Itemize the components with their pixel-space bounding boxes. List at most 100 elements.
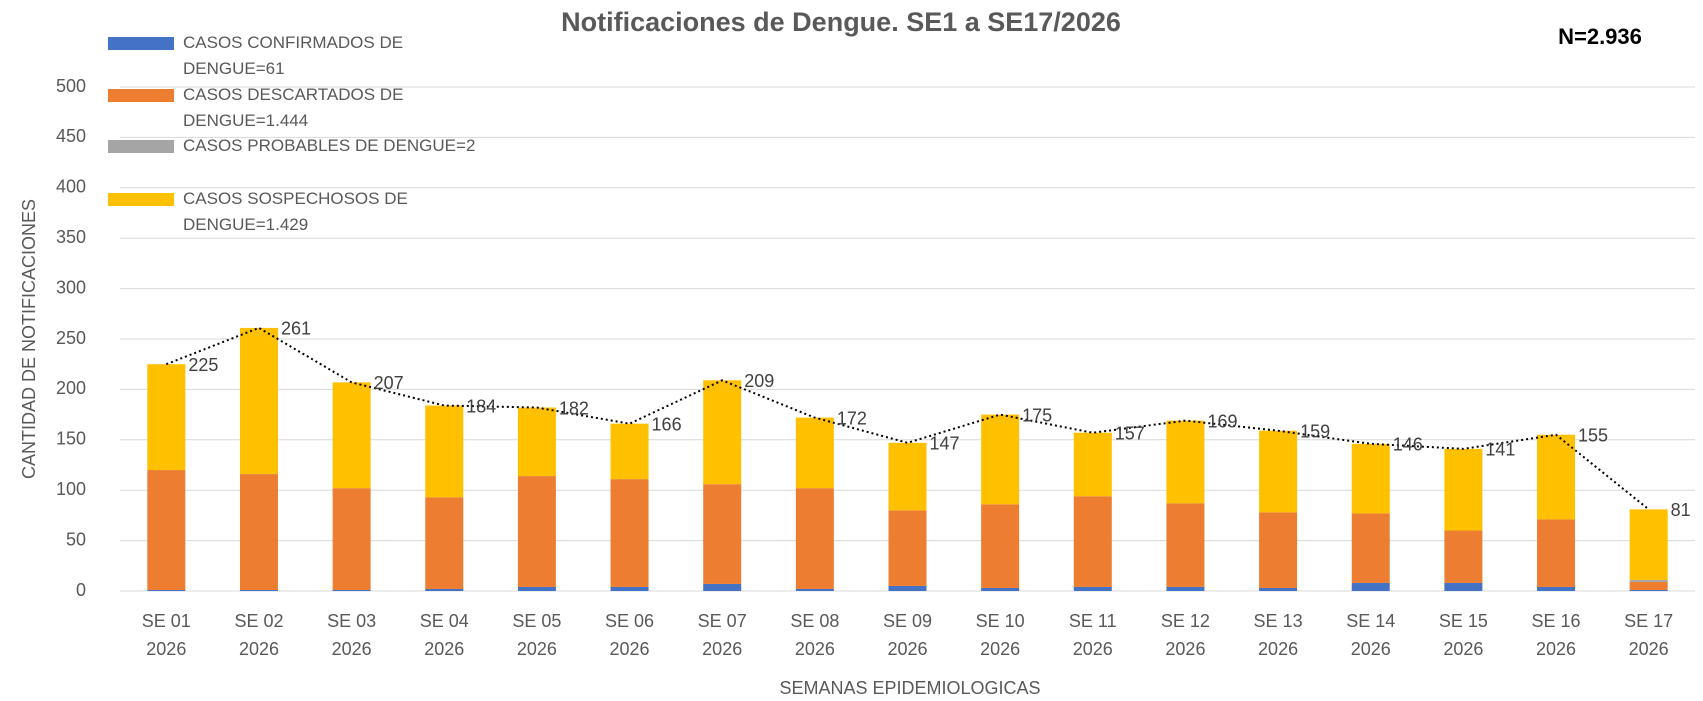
bar-segment: [981, 504, 1020, 588]
data-label: 146: [1393, 435, 1423, 455]
bar-segment: [1629, 581, 1668, 590]
bar-segment: [1259, 587, 1298, 591]
data-label: 172: [837, 408, 867, 428]
bar-segment: [795, 417, 834, 489]
bar-segment: [1444, 582, 1483, 591]
x-tick-label: SE 08 2026: [790, 611, 840, 659]
x-axis-title: SEMANAS EPIDEMIOLOGICAS: [779, 678, 1040, 698]
bar-segment: [1166, 586, 1205, 591]
bar-segment: [1629, 579, 1668, 582]
bar-segment: [332, 488, 371, 590]
x-tick-label: SE 16 2026: [1531, 611, 1581, 659]
data-label: 155: [1578, 426, 1608, 446]
bar-segment: [795, 488, 834, 589]
bar-segment: [517, 407, 556, 477]
bar-segment: [888, 510, 927, 586]
y-tick-label: 150: [56, 429, 86, 449]
bar-segment: [1259, 430, 1298, 513]
y-tick-label: 200: [56, 378, 86, 398]
bar-segment: [517, 586, 556, 591]
bar-segment: [1351, 513, 1390, 583]
x-tick-label: SE 03 2026: [327, 611, 377, 659]
bar-segment: [1073, 586, 1112, 591]
x-tick-label: SE 07 2026: [697, 611, 747, 659]
bar-segment: [1537, 434, 1576, 520]
bar-segment: [147, 589, 186, 591]
bar-segment: [1537, 519, 1576, 587]
data-label: 147: [930, 434, 960, 454]
bar-segment: [1166, 503, 1205, 587]
legend-label: CASOS PROBABLES DE DENGUE=2: [183, 136, 476, 155]
x-tick-label: SE 09 2026: [882, 611, 933, 659]
y-tick-label: 0: [76, 580, 86, 600]
bar-segment: [1629, 509, 1668, 580]
bar-segment: [1351, 582, 1390, 591]
bar-segment: [1537, 586, 1576, 591]
y-tick-label: 250: [56, 328, 86, 348]
x-tick-label: SE 14 2026: [1346, 611, 1396, 659]
x-tick-label: SE 15 2026: [1438, 611, 1488, 659]
data-label: 166: [652, 414, 682, 434]
bar-segment: [703, 484, 742, 584]
y-tick-label: 450: [56, 126, 86, 146]
bar-segment: [610, 479, 649, 587]
x-tick-label: SE 04 2026: [419, 611, 469, 659]
total-line: [165, 326, 1650, 511]
bar-segment: [1073, 496, 1112, 587]
y-tick-label: 100: [56, 479, 86, 499]
legend-label: CASOS DESCARTADOS DE DENGUE=1.444: [183, 85, 404, 130]
bar-segment: [888, 585, 927, 591]
bar-segment: [1166, 420, 1205, 504]
bar-segment: [239, 589, 278, 591]
data-label: 169: [1207, 411, 1237, 431]
bar-segment: [981, 414, 1020, 505]
y-axis-title: CANTIDAD DE NOTIFICACIONES: [19, 199, 39, 479]
annotation: N=2.936: [1558, 24, 1642, 49]
bar-segment: [1444, 448, 1483, 531]
data-label: 225: [188, 355, 218, 375]
bar-segment: [888, 442, 927, 511]
data-label: 182: [559, 398, 589, 418]
y-tick-label: 300: [56, 277, 86, 297]
y-tick-label: 400: [56, 177, 86, 197]
legend-swatch: [108, 37, 174, 50]
x-tick-label: SE 13 2026: [1253, 611, 1303, 659]
bar-segment: [1629, 589, 1668, 591]
bar-segment: [425, 405, 464, 498]
data-label: 261: [281, 319, 311, 339]
bar-segment: [147, 470, 186, 590]
x-tick-label: SE 17 2026: [1624, 611, 1674, 659]
bar-segment: [610, 586, 649, 591]
bar-segment: [1351, 443, 1390, 514]
bar-segment: [517, 476, 556, 587]
bar-segment: [147, 364, 186, 471]
chart-title: Notificaciones de Dengue. SE1 a SE17/202…: [561, 7, 1121, 37]
x-tick-label: SE 05 2026: [512, 611, 562, 659]
y-tick-label: 500: [56, 76, 86, 96]
data-label: 81: [1671, 500, 1691, 520]
bar-segment: [1073, 432, 1112, 497]
legend-swatch: [108, 140, 174, 153]
x-tick-label: SE 11 2026: [1068, 611, 1117, 659]
legend-swatch: [108, 89, 174, 102]
legend-swatch: [108, 193, 174, 206]
bar-segment: [239, 474, 278, 590]
data-label: 184: [466, 396, 496, 416]
data-label: 141: [1485, 440, 1515, 460]
x-tick-label: SE 12 2026: [1160, 611, 1210, 659]
data-label: 209: [744, 371, 774, 391]
x-tick-label: SE 02 2026: [234, 611, 284, 659]
x-tick-label: SE 06 2026: [605, 611, 655, 659]
bar-segment: [425, 588, 464, 591]
bar-segment: [332, 382, 371, 489]
data-label: 207: [374, 373, 404, 393]
bar-segment: [1259, 512, 1298, 588]
x-tick-label: SE 01 2026: [141, 611, 191, 659]
bar-segment: [795, 588, 834, 591]
x-tick-label: SE 10 2026: [975, 611, 1025, 659]
bar-segment: [610, 423, 649, 480]
data-label: 157: [1115, 423, 1145, 443]
legend-label: CASOS CONFIRMADOS DE DENGUE=61: [183, 33, 404, 78]
